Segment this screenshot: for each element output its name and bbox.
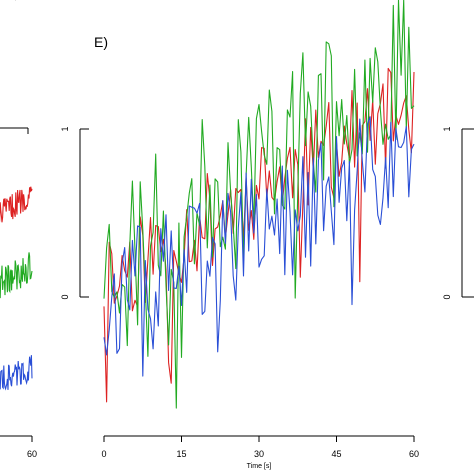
left-panel-x-tick-label: 60 xyxy=(27,449,37,459)
left-panel-lines xyxy=(0,0,33,391)
right-panel-y-tick-label-1: 1 xyxy=(442,126,452,131)
panel-label: E) xyxy=(94,34,108,50)
x-tick-label-45: 45 xyxy=(331,449,341,459)
series-line-2 xyxy=(103,0,415,409)
series-line-3 xyxy=(103,116,415,377)
x-tick-label-0: 0 xyxy=(101,449,106,459)
main-panel: E) 1 0 0 15 30 45 60 Time [s] xyxy=(60,0,419,470)
right-panel: 1 0 xyxy=(442,126,474,300)
x-ticks: 0 15 30 45 60 xyxy=(101,436,419,459)
x-axis-label: Time [s] xyxy=(247,463,272,470)
x-tick-label-30: 30 xyxy=(254,449,264,459)
left-series-line-2 xyxy=(0,186,33,223)
y-tick-label-1: 1 xyxy=(60,126,70,131)
left-series-line-3 xyxy=(0,252,33,299)
left-series-line-4 xyxy=(0,355,33,391)
x-tick-label-60: 60 xyxy=(409,449,419,459)
right-panel-y-tick-label-0: 0 xyxy=(442,294,452,299)
series-line-1 xyxy=(103,67,415,403)
y-tick-label-0: 0 xyxy=(60,294,70,299)
x-tick-label-15: 15 xyxy=(176,449,186,459)
main-plot-lines xyxy=(103,0,415,409)
left-panel: 60 xyxy=(0,0,37,459)
